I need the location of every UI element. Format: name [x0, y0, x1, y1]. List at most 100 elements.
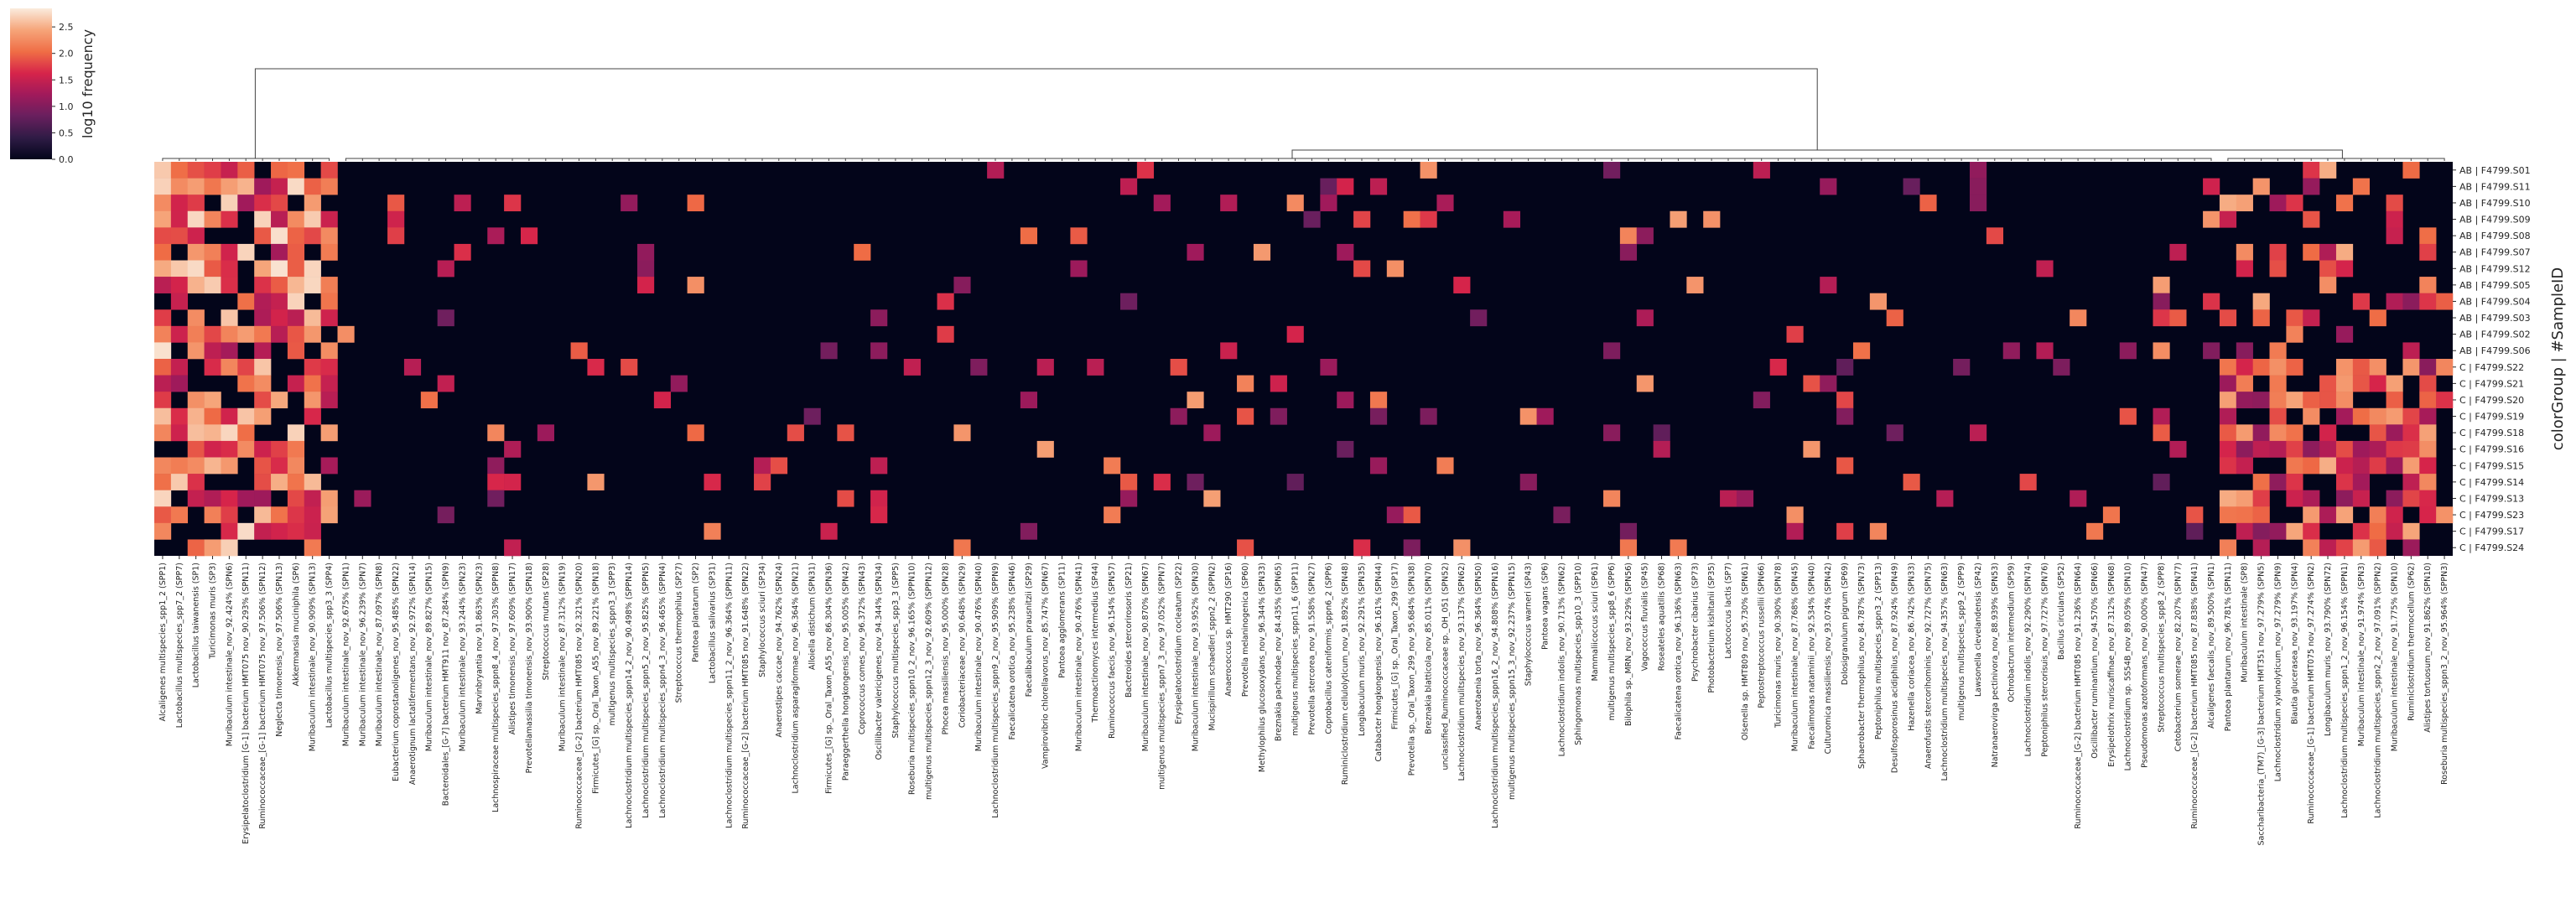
- column-label: Lachnoclostridium multispecies_sppn11_2_…: [724, 563, 734, 828]
- heatmap-cell: [1403, 539, 1420, 557]
- heatmap-cell: [1736, 490, 1754, 507]
- heatmap-cell: [2402, 359, 2420, 376]
- heatmap-cell: [154, 392, 172, 409]
- heatmap-cell: [1420, 407, 1437, 425]
- heatmap-cell: [587, 359, 605, 376]
- column-label: Culturomica massiliensis_nov_93.074% (SP…: [1824, 563, 1833, 754]
- heatmap-cell: [487, 227, 505, 245]
- heatmap-cell: [2286, 440, 2303, 458]
- heatmap-cell: [254, 474, 272, 490]
- heatmap-cell: [1187, 474, 1204, 490]
- heatmap-cell: [1619, 522, 1638, 540]
- heatmap-cell: [187, 260, 205, 278]
- heatmap-cell: [287, 309, 305, 327]
- heatmap-cell: [2286, 474, 2303, 490]
- heatmap-cell: [387, 195, 405, 212]
- heatmap-cell: [437, 260, 454, 278]
- heatmap-cell: [1253, 243, 1271, 261]
- heatmap-cell: [170, 407, 189, 425]
- heatmap-cell: [2419, 457, 2437, 475]
- heatmap-cell: [2436, 506, 2454, 524]
- heatmap-cell: [2436, 392, 2454, 409]
- heatmap-cell: [1803, 440, 1820, 458]
- heatmap-cell: [2419, 227, 2437, 245]
- heatmap-cell: [2269, 243, 2287, 261]
- heatmap-cell: [2369, 375, 2386, 392]
- heatmap-cell: [1603, 342, 1621, 360]
- column-label: Bacillus circulans (SP52): [2057, 563, 2066, 660]
- heatmap-cell: [237, 424, 255, 442]
- row-label: C | F4799.S18: [2459, 428, 2524, 438]
- heatmap-cell: [2252, 506, 2270, 524]
- heatmap-cell: [170, 195, 189, 212]
- column-label: Coprobacillus cateniformis_sppn6_2 (SPP6…: [1324, 563, 1333, 734]
- row-label: C | F4799.S15: [2459, 460, 2524, 471]
- heatmap-cell: [2352, 293, 2370, 310]
- heatmap-cell: [254, 309, 272, 327]
- heatmap-cell: [287, 162, 305, 179]
- heatmap-cell: [221, 359, 238, 376]
- column-label: Cetobacterium somerae_nov_82.207% (SPN77…: [2174, 563, 2183, 752]
- heatmap-cell: [1753, 162, 1770, 179]
- heatmap-cell: [2419, 375, 2437, 392]
- heatmap-cell: [2419, 440, 2437, 458]
- column-label: Sphingomonas multispecies_spp10_3 (SPP10…: [1574, 563, 1583, 745]
- heatmap-cell: [2153, 277, 2170, 293]
- heatmap-cell: [204, 210, 221, 228]
- heatmap-cell: [254, 195, 272, 212]
- heatmap-cell: [170, 260, 189, 278]
- heatmap-cell: [204, 359, 221, 376]
- heatmap-cell: [320, 490, 338, 507]
- column-label: Akkermansia muciniphila (SP6): [292, 563, 301, 686]
- heatmap-cell: [237, 490, 255, 507]
- heatmap-cell: [2335, 195, 2354, 212]
- heatmap-cell: [1903, 474, 1920, 490]
- heatmap-cell: [937, 293, 954, 310]
- heatmap-cell: [1070, 227, 1088, 245]
- heatmap-cell: [1836, 457, 1854, 475]
- column-label: Lachnoclostridium multispecies_sppn5_2_n…: [641, 563, 651, 818]
- heatmap-cell: [2169, 309, 2187, 327]
- heatmap-cell: [204, 342, 221, 360]
- heatmap-cell: [1020, 522, 1037, 540]
- heatmap-cell: [387, 210, 405, 228]
- heatmap-cell: [154, 162, 172, 179]
- heatmap-cell: [687, 277, 704, 293]
- heatmap-cell: [2335, 407, 2354, 425]
- column-label: Ruminiclostridium cellulolyticum_nov_91.…: [1341, 563, 1350, 785]
- heatmap-cell: [337, 325, 355, 343]
- heatmap-cell: [187, 392, 205, 409]
- column-label: Psychrobacter cibarius (SP73): [1690, 563, 1700, 682]
- heatmap-cell: [953, 424, 971, 442]
- heatmap-cell: [1903, 178, 1920, 195]
- row-label: C | F4799.S23: [2459, 510, 2524, 521]
- heatmap-cell: [287, 227, 305, 245]
- heatmap-cell: [221, 506, 238, 524]
- heatmap-cell: [1286, 474, 1304, 490]
- heatmap-cell: [2319, 440, 2337, 458]
- heatmap-cells: [154, 162, 2454, 557]
- heatmap-cell: [504, 474, 522, 490]
- heatmap-cell: [2303, 522, 2320, 540]
- heatmap-cell: [204, 457, 221, 475]
- heatmap-cell: [1153, 195, 1171, 212]
- column-label: Methylophilus glucosoxydans_nov_96.344% …: [1258, 563, 1267, 772]
- heatmap-cell: [2369, 440, 2386, 458]
- heatmap-cell: [287, 506, 305, 524]
- heatmap-cell: [2252, 440, 2270, 458]
- heatmap-cell: [2303, 490, 2320, 507]
- heatmap-cell: [820, 342, 838, 360]
- heatmap-cell: [287, 293, 305, 310]
- row-label: AB | F4799.S03: [2459, 313, 2531, 324]
- column-label: Ruminococcaceae_[G-2] bacterium HMT085 n…: [2074, 563, 2083, 829]
- heatmap-cell: [254, 260, 272, 278]
- heatmap-cell: [2252, 178, 2270, 195]
- heatmap-cell: [1237, 375, 1254, 392]
- colorbar-ticks: 0.0 0.5 1.0 1.5 2.0 2.5: [52, 22, 74, 165]
- heatmap-cell: [154, 407, 172, 425]
- colorbar-label: log10 frequency: [80, 29, 96, 138]
- heatmap-cell: [870, 457, 888, 475]
- heatmap-cell: [437, 375, 454, 392]
- heatmap-cell: [287, 375, 305, 392]
- heatmap-cell: [254, 277, 272, 293]
